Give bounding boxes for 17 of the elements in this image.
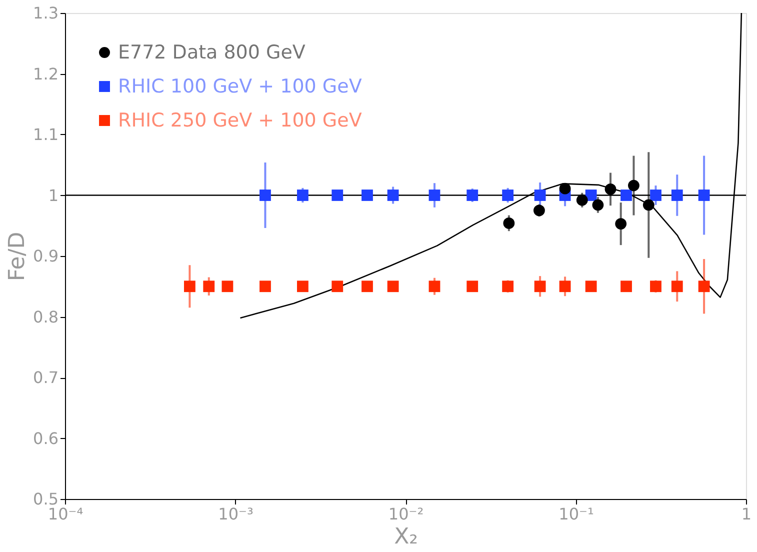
legend-label: E772 Data 800 GeV — [118, 42, 306, 64]
y-tick-label: 1.3 — [33, 4, 58, 22]
x-tick-label: 10⁻³ — [218, 504, 254, 524]
legend-label: RHIC 250 GeV + 100 GeV — [118, 110, 362, 132]
x-tick-label: 10⁻² — [388, 504, 424, 524]
x-tick-label: 10⁻¹ — [558, 504, 594, 524]
x-axis-title: X₂ — [394, 524, 418, 550]
y-tick-label: 1.1 — [33, 125, 58, 144]
y-tick-label: 0.9 — [33, 246, 58, 266]
x-tick-label: 1 — [741, 504, 752, 524]
y-tick-label: 0.7 — [33, 368, 58, 387]
y-tick-label: 1 — [48, 186, 58, 205]
y-tick-label: 1.2 — [33, 64, 58, 84]
y-tick-label: 0.8 — [33, 307, 58, 326]
legend-label: RHIC 100 GeV + 100 GeV — [118, 76, 362, 98]
y-axis-title: Fe/D — [5, 232, 30, 282]
y-tick-label: 0.6 — [33, 428, 58, 448]
